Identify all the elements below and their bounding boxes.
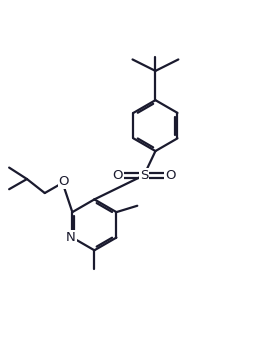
Text: O: O — [113, 169, 123, 182]
Text: S: S — [140, 169, 148, 182]
Text: N: N — [66, 231, 76, 244]
Text: O: O — [165, 169, 176, 182]
Text: O: O — [58, 175, 69, 188]
